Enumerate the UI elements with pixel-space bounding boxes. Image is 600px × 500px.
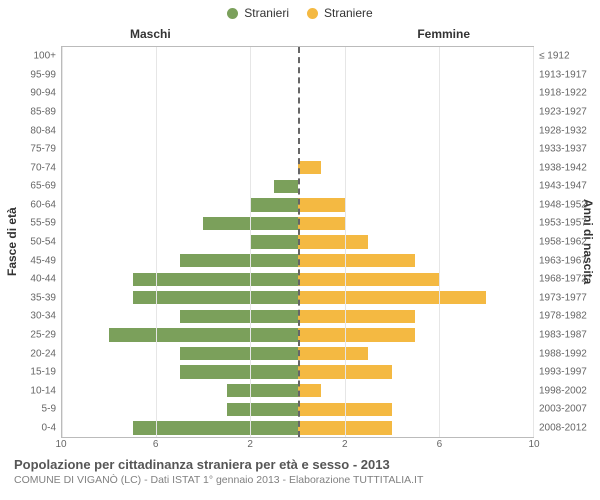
chart-title: Popolazione per cittadinanza straniera p… [14,457,588,472]
bar-male [180,347,298,360]
x-axis-ticks: 10622610 [61,439,534,453]
age-label: 15-19 [30,367,62,378]
birth-year-label: 1998-2002 [533,385,587,396]
age-label: 40-44 [30,274,62,285]
chart-subtitle: COMUNE DI VIGANÒ (LC) - Dati ISTAT 1° ge… [14,474,588,486]
bar-male [227,384,298,397]
bar-female [298,384,322,397]
bar-female [298,198,345,211]
birth-year-label: 1958-1962 [533,237,587,248]
age-label: 65-69 [30,181,62,192]
bar-male [250,198,297,211]
legend-label-male: Stranieri [244,6,289,20]
x-tick-label: 10 [55,439,66,450]
age-label: 90-94 [30,88,62,99]
birth-year-label: 1938-1942 [533,162,587,173]
bar-male [133,291,298,304]
birth-year-label: 1968-1972 [533,274,587,285]
x-tick-label: 2 [342,439,348,450]
age-label: 20-24 [30,348,62,359]
age-label: 45-49 [30,255,62,266]
age-label: 0-4 [42,422,62,433]
age-label: 10-14 [30,385,62,396]
bar-female [298,235,369,248]
birth-year-label: 1953-1957 [533,218,587,229]
bar-male [133,421,298,434]
birth-year-label: 1988-1992 [533,348,587,359]
heading-female: Femmine [417,27,470,41]
age-label: 85-89 [30,107,62,118]
age-label: 55-59 [30,218,62,229]
bar-female [298,254,416,267]
heading-male: Maschi [130,27,171,41]
birth-year-label: 1928-1932 [533,125,587,136]
birth-year-label: 1993-1997 [533,367,587,378]
legend-item-male: Stranieri [227,6,289,20]
bar-male [109,328,297,341]
legend-item-female: Straniere [307,6,373,20]
x-tick-label: 6 [437,439,443,450]
gridline [156,47,157,437]
age-label: 60-64 [30,199,62,210]
age-label: 80-84 [30,125,62,136]
birth-year-label: ≤ 1912 [533,51,570,62]
bar-male [180,310,298,323]
age-label: 100+ [33,51,62,62]
bar-male [227,403,298,416]
age-label: 75-79 [30,144,62,155]
age-label: 5-9 [42,404,62,415]
gridline [439,47,440,437]
birth-year-label: 2008-2012 [533,422,587,433]
birth-year-label: 1943-1947 [533,181,587,192]
bar-male [274,180,298,193]
age-label: 35-39 [30,292,62,303]
bar-female [298,273,439,286]
population-pyramid-chart: Stranieri Straniere Maschi Femmine Fasce… [0,0,600,500]
gridline [62,47,63,437]
legend: Stranieri Straniere [0,6,600,20]
x-tick-label: 2 [247,439,253,450]
plot-area: 100+≤ 191295-991913-191790-941918-192285… [61,46,534,438]
bar-male [180,365,298,378]
x-tick-label: 10 [528,439,539,450]
bar-male [133,273,298,286]
bar-female [298,328,416,341]
chart-footer: Popolazione per cittadinanza straniera p… [14,457,588,486]
y-axis-left-title: Fasce di età [4,46,20,438]
age-label: 30-34 [30,311,62,322]
bar-female [298,291,486,304]
birth-year-label: 2003-2007 [533,404,587,415]
birth-year-label: 1983-1987 [533,329,587,340]
age-label: 95-99 [30,69,62,80]
age-label: 25-29 [30,329,62,340]
birth-year-label: 1948-1952 [533,199,587,210]
legend-label-female: Straniere [324,6,373,20]
birth-year-label: 1973-1977 [533,292,587,303]
bar-female [298,161,322,174]
birth-year-label: 1933-1937 [533,144,587,155]
bar-female [298,217,345,230]
bar-male [180,254,298,267]
birth-year-label: 1978-1982 [533,311,587,322]
gridline [250,47,251,437]
bar-female [298,310,416,323]
birth-year-label: 1923-1927 [533,107,587,118]
x-tick-label: 6 [153,439,159,450]
age-label: 70-74 [30,162,62,173]
age-label: 50-54 [30,237,62,248]
legend-dot-male [227,8,238,19]
birth-year-label: 1913-1917 [533,69,587,80]
birth-year-label: 1963-1967 [533,255,587,266]
legend-dot-female [307,8,318,19]
bar-male [250,235,297,248]
bar-female [298,347,369,360]
birth-year-label: 1918-1922 [533,88,587,99]
gridline [345,47,346,437]
center-line [298,47,300,437]
gridline [533,47,534,437]
